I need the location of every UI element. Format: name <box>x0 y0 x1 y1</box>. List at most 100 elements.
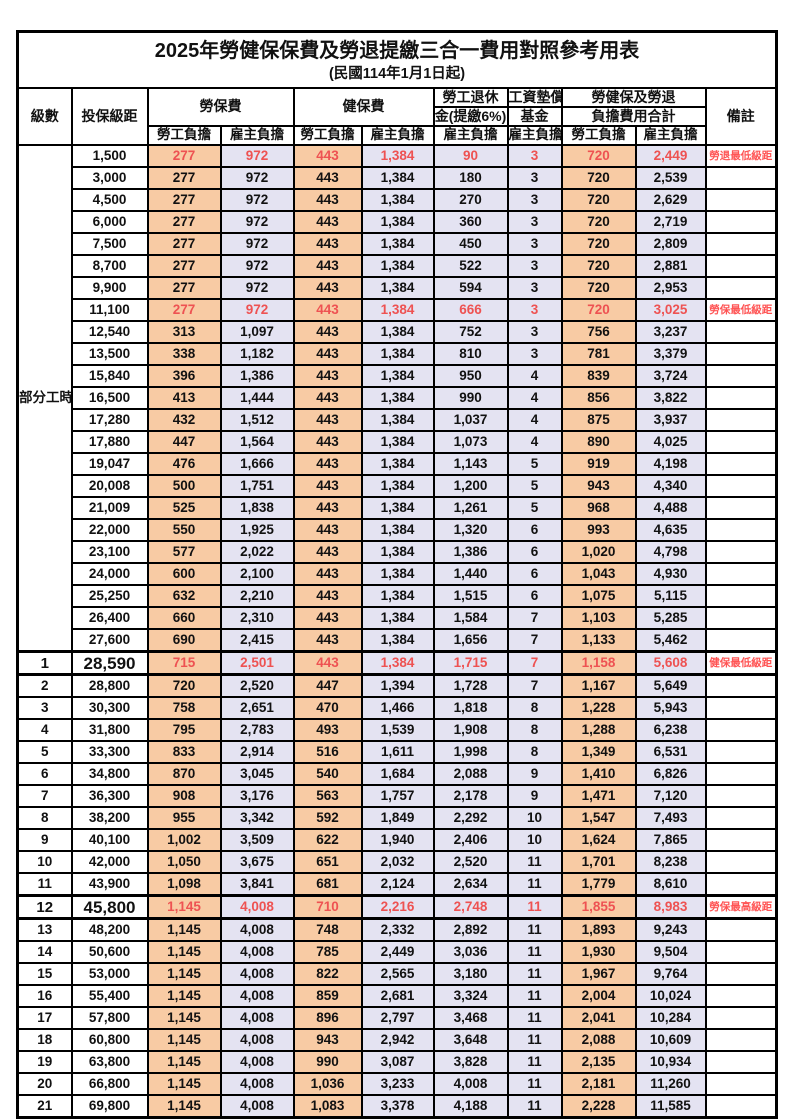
table-row: 6 34,800 870 3,045 540 1,684 2,088 9 1,410 6,826 <box>16 762 778 786</box>
value-cell: 1,073 <box>432 430 509 454</box>
value-cell: 1,145 <box>146 984 222 1008</box>
salary-cell: 6,000 <box>70 210 149 234</box>
table-row: 16 55,400 1,145 4,008 859 2,681 3,324 11 2,004 10… <box>16 984 778 1008</box>
value-cell: 2,449 <box>360 940 435 964</box>
value-cell: 2,088 <box>432 762 509 786</box>
value-cell: 2,135 <box>560 1050 637 1074</box>
value-cell: 1,098 <box>146 872 222 897</box>
note-cell <box>704 584 778 608</box>
value-cell: 1,440 <box>432 562 509 586</box>
value-cell: 622 <box>292 828 363 852</box>
note-cell <box>704 342 778 366</box>
note-cell <box>704 1094 778 1119</box>
value-cell: 919 <box>560 452 637 476</box>
salary-cell: 7,500 <box>70 232 149 256</box>
value-cell: 11 <box>506 850 563 874</box>
value-cell: 470 <box>292 696 363 720</box>
value-cell: 3,468 <box>432 1006 509 1030</box>
level-cell: 7 <box>16 784 73 808</box>
value-cell: 443 <box>292 342 363 366</box>
table-row: 17 57,800 1,145 4,008 896 2,797 3,468 11 2,041 10… <box>16 1006 778 1030</box>
note-cell <box>704 917 778 942</box>
value-cell: 1,701 <box>560 850 637 874</box>
table-row: 19 63,800 1,145 4,008 990 3,087 3,828 11 2,135 10… <box>16 1050 778 1074</box>
value-cell: 592 <box>292 806 363 830</box>
value-cell: 1,471 <box>560 784 637 808</box>
value-cell: 1,386 <box>219 364 295 388</box>
value-cell: 2,100 <box>219 562 295 586</box>
value-cell: 3,025 <box>634 298 707 322</box>
value-cell: 1,715 <box>432 650 509 676</box>
value-cell: 2,520 <box>219 673 295 698</box>
value-cell: 7 <box>506 650 563 676</box>
page-title: 2025年勞健保保費及勞退提繳三合一費用對照參考用表 <box>154 39 640 62</box>
note-cell <box>704 828 778 852</box>
salary-cell: 63,800 <box>70 1050 149 1074</box>
value-cell: 4,008 <box>219 917 295 942</box>
table-row: 部分工時 1,500 277 972 443 1,384 90 3 720 2,449 勞退最低級距 <box>16 144 778 653</box>
value-cell: 1,410 <box>560 762 637 786</box>
value-cell: 4,188 <box>432 1094 509 1119</box>
value-cell: 11 <box>506 894 563 920</box>
value-cell: 11 <box>506 1094 563 1119</box>
note-cell <box>704 762 778 786</box>
value-cell: 11 <box>506 940 563 964</box>
salary-cell: 1,500 <box>70 144 149 168</box>
value-cell: 516 <box>292 740 363 764</box>
value-cell: 1,384 <box>360 364 435 388</box>
value-cell: 7,120 <box>634 784 707 808</box>
table-row: 8,700 277 972 443 1,384 522 3 720 2,881 <box>18 254 778 278</box>
value-cell: 715 <box>146 650 222 676</box>
value-cell: 1,384 <box>360 320 435 344</box>
salary-cell: 16,500 <box>70 386 149 410</box>
value-cell: 443 <box>292 540 363 564</box>
value-cell: 4,025 <box>634 430 707 454</box>
value-cell: 1,684 <box>360 762 435 786</box>
value-cell: 1,444 <box>219 386 295 410</box>
subheader-wagefund-employer: 雇主負擔 <box>506 125 563 146</box>
note-cell: 勞保最低級距 <box>704 298 778 322</box>
value-cell: 5,285 <box>634 606 707 630</box>
value-cell: 550 <box>146 518 222 542</box>
value-cell: 9,764 <box>634 962 707 986</box>
table-row: 15,840 396 1,386 443 1,384 950 4 839 3,724 <box>18 364 778 388</box>
value-cell: 3 <box>506 210 563 234</box>
value-cell: 1,539 <box>360 718 435 742</box>
value-cell: 1,020 <box>560 540 637 564</box>
header-row-3: 勞工負擔 雇主負擔 勞工負擔 雇主負擔 雇主負擔 雇主負擔 勞工負擔 雇主負擔 <box>18 125 777 146</box>
value-cell: 1,384 <box>360 650 435 676</box>
col-header-pension-line1: 勞工退休 <box>432 87 509 108</box>
value-cell: 1,779 <box>560 872 637 897</box>
value-cell: 1,394 <box>360 673 435 698</box>
value-cell: 525 <box>146 496 222 520</box>
value-cell: 277 <box>146 144 222 168</box>
value-cell: 720 <box>560 166 637 190</box>
value-cell: 1,349 <box>560 740 637 764</box>
salary-cell: 53,000 <box>70 962 149 986</box>
value-cell: 443 <box>292 474 363 498</box>
table-row: 23,100 577 2,022 443 1,384 1,386 6 1,020 4,798 <box>18 540 778 564</box>
value-cell: 1,158 <box>560 650 637 676</box>
value-cell: 833 <box>146 740 222 764</box>
salary-cell: 25,250 <box>70 584 149 608</box>
value-cell: 748 <box>292 917 363 942</box>
value-cell: 660 <box>146 606 222 630</box>
value-cell: 3,675 <box>219 850 295 874</box>
value-cell: 563 <box>292 784 363 808</box>
note-cell: 勞保最高級距 <box>704 894 778 920</box>
value-cell: 443 <box>292 210 363 234</box>
table-row: 21 69,800 1,145 4,008 1,083 3,378 4,188 11 2,228… <box>16 1094 778 1119</box>
table-row: 25,250 632 2,210 443 1,384 1,515 6 1,075 5,115 <box>18 584 778 608</box>
note-cell <box>704 1028 778 1052</box>
table-row: 7 36,300 908 3,176 563 1,757 2,178 9 1,471 7,120 <box>16 784 778 808</box>
value-cell: 972 <box>219 188 295 212</box>
col-header-pension-line2: 金(提繳6%) <box>432 106 509 127</box>
value-cell: 1,564 <box>219 430 295 454</box>
table-row: 6,000 277 972 443 1,384 360 3 720 2,719 <box>18 210 778 234</box>
level-cell: 17 <box>16 1006 73 1030</box>
value-cell: 972 <box>219 298 295 322</box>
salary-cell: 42,000 <box>70 850 149 874</box>
value-cell: 4,340 <box>634 474 707 498</box>
value-cell: 2,797 <box>360 1006 435 1030</box>
value-cell: 443 <box>292 628 363 653</box>
